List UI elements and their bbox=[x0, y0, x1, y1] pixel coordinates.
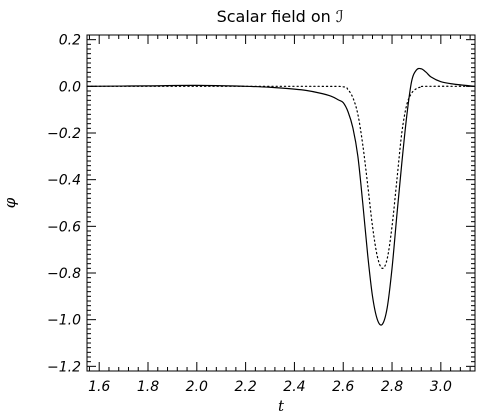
x-tick-label: 2.8 bbox=[381, 379, 403, 395]
chart-title: Scalar field on ℐ bbox=[217, 7, 344, 26]
y-tick-label: −0.4 bbox=[47, 173, 81, 189]
x-axis-label: t bbox=[278, 397, 285, 415]
series-lines bbox=[87, 68, 475, 325]
y-tick-labels: 0.2 0.0 −0.2 −0.4 −0.6 −0.8 −1.0 −1.2 bbox=[47, 33, 81, 376]
y-tick-label: −0.6 bbox=[47, 219, 81, 235]
x-tick-label: 1.8 bbox=[137, 379, 159, 395]
y-tick-label: −0.2 bbox=[47, 126, 81, 142]
x-tick-label: 2.0 bbox=[186, 379, 208, 395]
x-tick-labels: 1.6 1.8 2.0 2.2 2.4 2.6 2.8 3.0 bbox=[88, 379, 452, 395]
x-tick-label: 2.6 bbox=[332, 379, 354, 395]
y-tick-label: −1.2 bbox=[47, 359, 81, 375]
y-tick-label: −1.0 bbox=[47, 313, 81, 329]
x-tick-label: 2.4 bbox=[283, 379, 305, 395]
y-tick-label: 0.2 bbox=[59, 33, 81, 49]
y-tick-label: −0.8 bbox=[47, 266, 81, 282]
y-axis-label: φ bbox=[1, 197, 19, 208]
x-tick-label: 1.6 bbox=[88, 379, 110, 395]
x-tick-label: 3.0 bbox=[430, 379, 452, 395]
dotted-series-line bbox=[87, 86, 475, 268]
solid-series-line bbox=[87, 68, 475, 325]
x-tick-label: 2.2 bbox=[234, 379, 256, 395]
y-tick-label: 0.0 bbox=[59, 79, 81, 95]
